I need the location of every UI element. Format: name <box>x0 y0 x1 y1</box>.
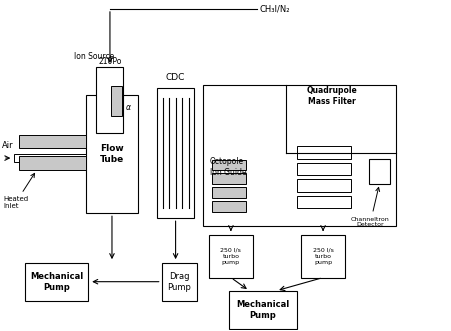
Text: Mechanical
Pump: Mechanical Pump <box>236 300 290 320</box>
Bar <box>369 159 390 184</box>
Bar <box>298 146 351 159</box>
Bar <box>18 156 86 170</box>
Bar <box>301 235 345 278</box>
Text: Octopole
Ion Guide: Octopole Ion Guide <box>210 157 246 177</box>
Bar <box>298 196 351 208</box>
Bar <box>212 173 246 184</box>
Text: Air: Air <box>2 141 14 150</box>
Bar <box>14 154 86 162</box>
Bar <box>212 187 246 198</box>
Text: CH₃I/N₂: CH₃I/N₂ <box>259 4 290 14</box>
Bar <box>86 95 138 213</box>
Bar <box>298 179 351 192</box>
Text: Quadrupole
Mass Filter: Quadrupole Mass Filter <box>307 86 358 106</box>
Bar <box>18 134 86 148</box>
Text: Channeltron
Detector: Channeltron Detector <box>351 187 390 227</box>
Bar <box>25 263 88 301</box>
Text: 210Po: 210Po <box>99 57 122 66</box>
Text: 250 l/s
turbo
pump: 250 l/s turbo pump <box>221 248 241 265</box>
Bar <box>298 163 351 175</box>
Text: Heated
Inlet: Heated Inlet <box>3 173 35 210</box>
Text: Drag
Pump: Drag Pump <box>167 272 191 292</box>
Text: Ion Source: Ion Source <box>74 52 115 61</box>
Text: Mechanical
Pump: Mechanical Pump <box>30 272 83 292</box>
Text: Flow
Tube: Flow Tube <box>100 144 124 164</box>
Bar <box>111 86 122 116</box>
Bar <box>212 201 246 212</box>
Bar <box>97 67 124 132</box>
Bar <box>157 88 194 218</box>
Bar <box>161 263 197 301</box>
Text: CDC: CDC <box>166 73 185 82</box>
Bar <box>229 291 297 329</box>
Bar <box>203 85 396 226</box>
Bar <box>209 235 253 278</box>
Bar <box>212 160 246 170</box>
Text: α: α <box>126 103 131 112</box>
Text: 250 l/s
turbo
pump: 250 l/s turbo pump <box>313 248 333 265</box>
